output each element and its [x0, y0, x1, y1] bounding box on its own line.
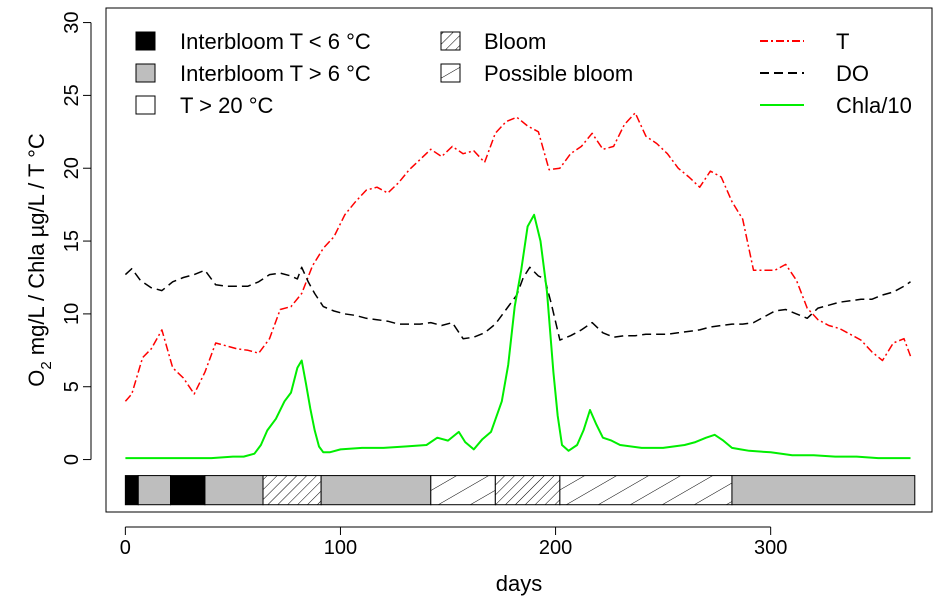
- legend-swatch: [135, 31, 156, 51]
- x-axis-label: days: [496, 571, 542, 596]
- legend-label: T: [836, 29, 849, 54]
- y-axis: 0 5 10 15 20 25 30: [61, 11, 92, 465]
- period-segment: [137, 475, 172, 506]
- series-line-do: [124, 266, 911, 341]
- legend-swatch: [135, 63, 156, 83]
- y-tick-label: 20: [61, 157, 83, 179]
- legend-middle: Bloom Possible bloom: [440, 29, 633, 86]
- y-tick-label: 25: [61, 84, 83, 106]
- legend-swatch: [440, 31, 461, 51]
- period-segment: [124, 475, 139, 506]
- period-segment: [494, 475, 561, 506]
- period-segment: [262, 475, 322, 506]
- period-segment: [320, 475, 432, 506]
- y-tick-label: 5: [61, 381, 83, 392]
- period-segment: [430, 475, 496, 506]
- legend-right: T DO Chla/10: [760, 29, 912, 118]
- legend-label: Interbloom T < 6 °C: [180, 29, 371, 54]
- plot-frame: [105, 7, 933, 513]
- y-tick-label: 30: [61, 11, 83, 33]
- period-segment: [559, 475, 733, 506]
- legend-label: T > 20 °C: [180, 93, 273, 118]
- x-tick-label: 200: [539, 537, 572, 559]
- legend-label: DO: [836, 61, 869, 86]
- period-segment: [170, 475, 206, 506]
- legend-swatch: [135, 95, 156, 115]
- legend-swatch: [440, 63, 461, 83]
- y-tick-label: 10: [61, 303, 83, 325]
- y-tick-label: 0: [61, 454, 83, 465]
- period-segment: [204, 475, 264, 506]
- x-tick-label: 300: [754, 537, 787, 559]
- period-segment: [731, 475, 916, 506]
- x-axis: 0 100 200 300: [120, 526, 787, 559]
- legend-label: Possible bloom: [484, 61, 633, 86]
- legend-label: Bloom: [484, 29, 546, 54]
- series-line-chla-10: [125, 213, 911, 460]
- legend-label: Chla/10: [836, 93, 912, 118]
- y-axis-label: O2 mg/L / Chla µg/L / T °C: [24, 133, 55, 387]
- y-tick-label: 15: [61, 230, 83, 252]
- legend-left: Interbloom T < 6 °C Interbloom T > 6 °C T …: [135, 29, 371, 118]
- series-layer: [124, 112, 912, 460]
- x-tick-label: 100: [324, 537, 357, 559]
- series-line-t: [124, 112, 912, 402]
- period-bar: [124, 475, 916, 506]
- legend-label: Interbloom T > 6 °C: [180, 61, 371, 86]
- x-tick-label: 0: [120, 537, 131, 559]
